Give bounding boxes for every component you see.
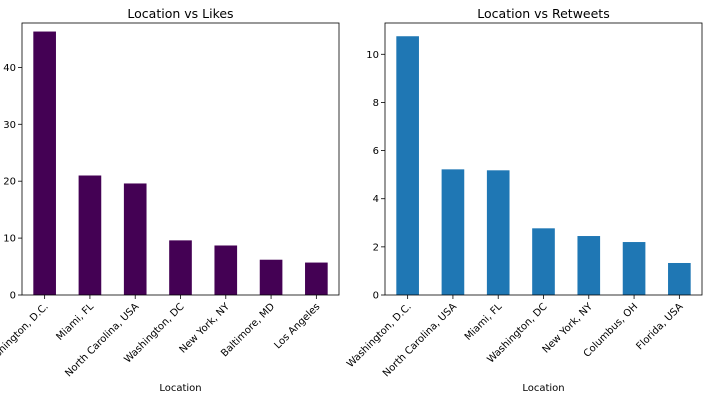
retweets-bar-2 <box>486 170 510 295</box>
likes-bar-1 <box>78 175 102 295</box>
likes-bar-3 <box>169 240 192 295</box>
retweets-ytick-label-3: 6 <box>373 146 379 157</box>
chart-retweets-xlabel: Location <box>522 383 564 394</box>
likes-bar-6 <box>305 262 328 295</box>
retweets-xtick-label-2: Miami, FL <box>463 301 505 343</box>
likes-ytick-label-1: 10 <box>3 234 16 245</box>
likes-xtick-label-2: North Carolina, USA <box>63 301 141 379</box>
retweets-bar-1 <box>441 169 465 295</box>
likes-xtick-label-1: Miami, FL <box>55 301 97 343</box>
likes-bar-2 <box>123 183 147 295</box>
chart-likes-xlabel: Location <box>159 383 201 394</box>
chart-retweets: Location vs Retweets Washington, D.C.Nor… <box>345 6 703 394</box>
likes-ytick-label-4: 40 <box>3 63 16 74</box>
retweets-axes-frame <box>384 22 703 296</box>
chart-retweets-title: Location vs Retweets <box>477 6 609 21</box>
likes-ytick-label-2: 20 <box>3 177 16 188</box>
chart-likes-title: Location vs Likes <box>127 6 233 21</box>
retweets-ytick-label-2: 4 <box>373 194 379 205</box>
likes-bar-0 <box>33 31 56 295</box>
retweets-ytick-label-4: 8 <box>373 98 379 109</box>
retweets-xtick-label-6: Florida, USA <box>635 301 686 352</box>
likes-ytick-label-3: 30 <box>3 120 16 131</box>
chart-retweets-plot: Washington, D.C.North Carolina, USA Miami… <box>345 22 703 379</box>
retweets-bar-4 <box>577 236 601 295</box>
retweets-bar-3 <box>532 228 555 295</box>
retweets-ytick-label-5: 10 <box>366 50 379 61</box>
likes-bar-5 <box>259 259 283 295</box>
retweets-bar-5 <box>622 242 646 295</box>
likes-xtick-label-6: Los Angeles <box>272 301 322 351</box>
chart-likes: Location vs Likes Washington, D.C. Miami,… <box>0 6 340 394</box>
likes-ytick-label-0: 0 <box>10 291 16 302</box>
likes-bar-4 <box>214 245 238 295</box>
retweets-bar-6 <box>668 262 691 295</box>
likes-axes-frame <box>21 22 340 296</box>
retweets-ytick-label-1: 2 <box>373 242 379 253</box>
retweets-ytick-label-0: 0 <box>373 291 379 302</box>
retweets-bar-0 <box>396 36 419 296</box>
likes-xtick-label-0: Washington, D.C. <box>0 301 51 370</box>
retweets-xtick-label-1: North Carolina, USA <box>381 301 459 379</box>
